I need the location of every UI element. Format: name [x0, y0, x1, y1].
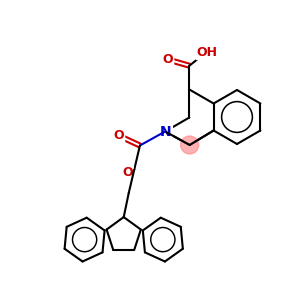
Circle shape	[181, 136, 199, 154]
Text: O: O	[163, 52, 173, 66]
Text: OH: OH	[197, 46, 218, 59]
Text: O: O	[113, 129, 124, 142]
Text: N: N	[159, 124, 171, 139]
Text: O: O	[122, 166, 133, 179]
